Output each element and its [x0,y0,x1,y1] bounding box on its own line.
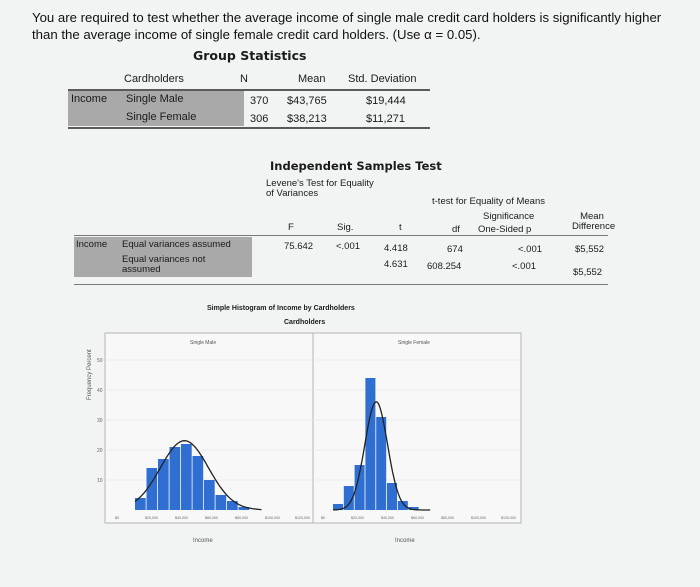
histogram-title: Simple Histogram of Income by Cardholder… [207,305,355,312]
histogram-bar [365,378,376,510]
mean-diff-2: $5,552 [573,267,603,278]
ind-test-title: Independent Samples Test [270,159,442,173]
table-rule [68,89,430,91]
sd-single-female: $11,271 [366,113,405,125]
x-axis-label-female: Income [395,538,415,544]
histogram-bar [376,417,387,510]
p-value-1: <.001 [518,244,543,255]
histogram-subtitle: Cardholders [284,319,326,326]
histogram-bar [169,447,181,510]
y-axis-label: Frequency Percent [87,349,93,400]
row-unequal-var: Equal variances not assumed [122,254,206,275]
histogram-bar [343,486,354,510]
x-axis-label-male: Income [193,538,213,544]
histogram-svg: Single Male Single Female 50 40 30 20 10 $0 $… [97,332,522,544]
histogram-bar [397,501,408,510]
x-tick-label: $60,000 [411,516,424,520]
t-value-2: 4.631 [384,259,408,270]
row-label-income: Income [71,93,108,105]
df-value-1: 674 [447,244,463,255]
panel-label-female: Single Female [398,340,430,346]
row-equal-var: Equal variances assumed [122,239,231,250]
y-tick-label: 20 [97,448,103,454]
histogram-bar [192,456,204,510]
y-tick-label: 10 [97,478,103,484]
histogram-bar [215,495,227,510]
x-tick-label: $20,000 [351,516,364,520]
row-header-shade [68,91,244,126]
x-tick-label: $60,000 [205,516,218,520]
y-tick-label: 50 [97,358,103,364]
x-tick-label: $0 [115,516,119,520]
table-rule [74,235,608,236]
col-std-dev: Std. Deviation [348,73,417,85]
mean-single-female: $38,213 [287,113,327,125]
col-n: N [240,73,248,85]
y-tick-label: 40 [97,388,103,394]
col-df: df [452,224,460,235]
df-value-2: 608.254 [427,261,462,272]
p-value-2: <.001 [512,261,537,272]
histogram-bar [204,480,215,510]
x-tick-label: $40,000 [381,516,394,520]
panel-label-male: Single Male [190,340,216,346]
histogram-bar [333,504,343,510]
group-single-male: Single Male [126,93,184,105]
histogram-bar [181,444,192,510]
col-one-sided: One-Sided p [478,224,532,235]
histogram-bar [158,459,169,510]
col-sig: Sig. [337,222,354,233]
col-cardholders: Cardholders [124,73,184,85]
x-tick-label: $80,000 [441,516,454,520]
histogram-bar [227,501,238,510]
x-tick-label: $120,000 [295,516,310,520]
levene-header: Levene's Test for Equality of Variances [266,178,374,199]
histogram-bar [408,507,419,510]
x-tick-label: $100,000 [471,516,486,520]
col-f: F [288,222,294,233]
group-stats-title: Group Statistics [193,48,307,63]
t-value-1: 4.418 [384,243,408,254]
sd-single-male: $19,444 [366,95,406,107]
significance-header: Significance [483,211,535,222]
histogram-bar [354,465,365,510]
col-mean: Mean [298,73,326,85]
group-single-female: Single Female [126,111,197,123]
x-tick-label: $120,000 [501,516,516,520]
histogram-bar [135,498,146,510]
histogram-bar [387,483,397,510]
histogram-bar [238,507,250,510]
x-tick-label: $40,000 [175,516,188,520]
table-rule [68,127,430,129]
normal-curve-female [333,401,431,511]
mean-diff-1: $5,552 [575,244,605,255]
x-tick-label: $0 [321,516,325,520]
row-label-income: Income [76,239,108,250]
n-single-female: 306 [250,113,269,125]
col-t: t [399,222,402,233]
sig-value: <.001 [336,241,361,252]
mean-single-male: $43,765 [287,95,327,107]
col-mean-diff: Mean Difference [572,211,616,232]
f-value: 75.642 [284,241,314,252]
x-tick-label: $20,000 [145,516,158,520]
y-tick-label: 30 [97,418,103,424]
histogram-bar [146,468,158,510]
table-rule [74,284,608,285]
x-tick-label: $100,000 [265,516,280,520]
row-header-shade [74,237,252,277]
normal-curve-male [134,440,262,511]
n-single-male: 370 [250,95,269,107]
x-tick-label: $80,000 [235,516,248,520]
question-text: You are required to test whether the ave… [32,10,662,42]
ttest-header: t-test for Equality of Means [432,196,545,207]
